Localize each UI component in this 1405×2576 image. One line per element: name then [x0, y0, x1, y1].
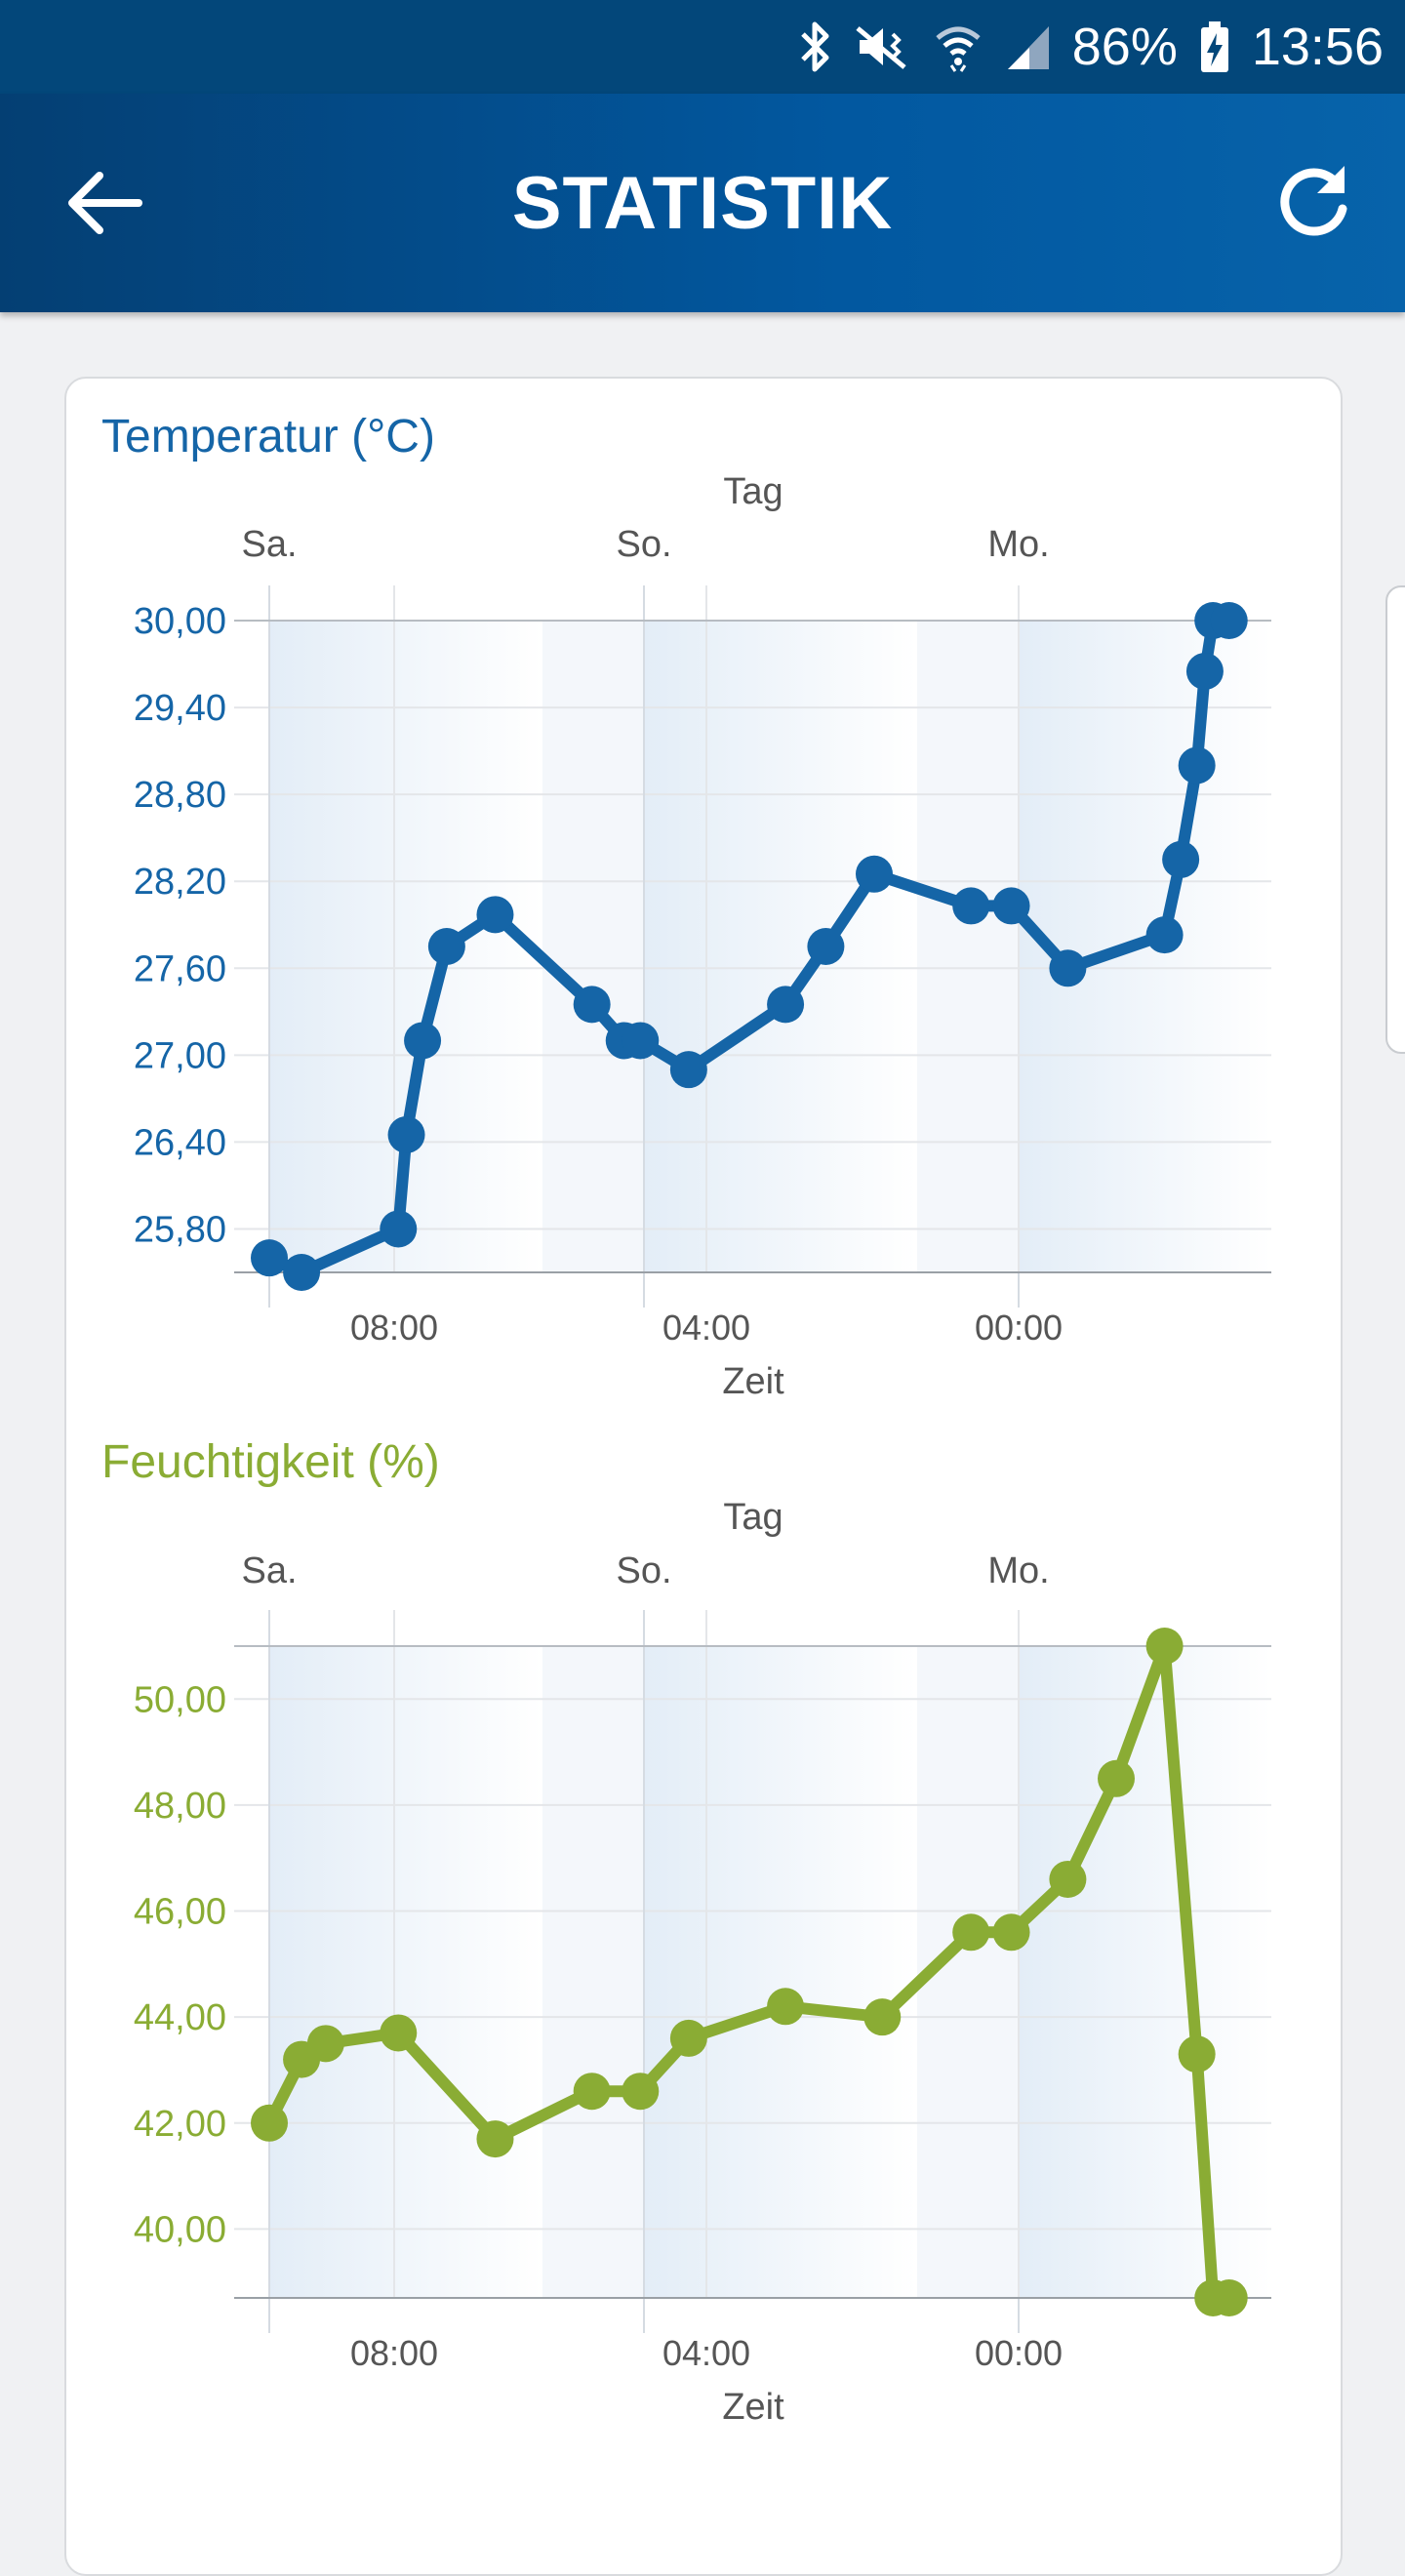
y-tick-label: 29,40 — [134, 688, 226, 729]
data-point — [1049, 949, 1087, 987]
day-label: Sa. — [241, 524, 297, 565]
x-tick-label: 00:00 — [975, 1308, 1063, 1348]
data-point — [767, 986, 805, 1024]
y-tick-label: 26,40 — [134, 1122, 226, 1163]
data-point — [669, 1051, 707, 1089]
temperature-chart-title: Temperatur (°C) — [101, 411, 435, 463]
data-point — [380, 1210, 418, 1248]
day-label: So. — [616, 524, 671, 565]
data-point — [476, 2120, 514, 2158]
data-point — [1185, 652, 1224, 690]
status-bar: 86% 13:56 — [0, 0, 1405, 94]
data-point — [1145, 1628, 1184, 1665]
x-tick-label: 04:00 — [662, 2333, 750, 2373]
day-label: Sa. — [241, 1550, 297, 1591]
bluetooth-icon — [800, 21, 829, 72]
data-point — [863, 1998, 902, 2036]
data-point — [283, 1254, 321, 1291]
y-tick-label: 50,00 — [134, 1679, 226, 1720]
day-band — [269, 1646, 542, 2298]
y-tick-label: 27,00 — [134, 1035, 226, 1076]
data-point — [573, 986, 611, 1024]
y-tick-label: 25,80 — [134, 1209, 226, 1250]
day-band — [644, 1646, 917, 2298]
data-point — [992, 887, 1030, 925]
x-tick-label: 00:00 — [975, 2333, 1063, 2373]
scroll-handle[interactable] — [1385, 585, 1405, 1054]
data-point — [992, 1913, 1030, 1952]
y-tick-label: 48,00 — [134, 1786, 226, 1827]
day-band — [644, 621, 917, 1272]
back-arrow-icon[interactable] — [60, 164, 158, 242]
page-title: STATISTIK — [511, 161, 894, 245]
day-label: Mo. — [987, 1550, 1049, 1591]
data-point — [404, 1022, 442, 1060]
data-point — [622, 1022, 660, 1060]
data-point — [380, 2014, 418, 2052]
data-point — [1210, 602, 1248, 639]
day-label: Mo. — [987, 524, 1049, 565]
battery-percent: 86% — [1071, 18, 1178, 76]
y-tick-label: 46,00 — [134, 1892, 226, 1933]
data-point — [1098, 1759, 1135, 1797]
temperature-chart: 25,80 26,40 27,00 27,60 28,20 28,80 29,40 30,00… — [134, 471, 1271, 1402]
mute-vibrate-icon — [856, 26, 906, 69]
data-point — [856, 855, 893, 893]
y-tick-label: 30,00 — [134, 601, 226, 642]
data-point — [669, 2019, 707, 2057]
y-tick-label: 27,60 — [134, 948, 226, 989]
data-point — [1049, 1860, 1087, 1898]
top-axis-label: Tag — [723, 1497, 783, 1538]
y-tick-label: 44,00 — [134, 1997, 226, 2038]
humidity-chart-title: Feuchtigkeit (%) — [101, 1436, 440, 1488]
data-point — [767, 1988, 805, 2026]
y-tick-label: 42,00 — [134, 2104, 226, 2145]
data-point — [952, 887, 990, 925]
data-point — [952, 1913, 990, 1952]
top-axis-label: Tag — [723, 471, 783, 512]
x-axis-label: Zeit — [722, 1361, 784, 1402]
data-point — [1145, 916, 1184, 954]
status-icons: 86% 13:56 — [800, 0, 1384, 94]
data-point — [573, 2073, 611, 2111]
day-label: So. — [616, 1550, 671, 1591]
data-point — [387, 1115, 425, 1153]
x-tick-label: 04:00 — [662, 1308, 750, 1348]
x-tick-label: 08:00 — [350, 2333, 438, 2373]
wifi-icon — [936, 26, 981, 72]
data-point — [622, 2073, 660, 2111]
refresh-icon[interactable] — [1268, 158, 1356, 246]
signal-icon — [1007, 26, 1049, 69]
data-point — [1210, 2279, 1248, 2316]
y-tick-label: 28,80 — [134, 775, 226, 816]
y-tick-label: 40,00 — [134, 2209, 226, 2250]
data-point — [251, 2104, 288, 2142]
data-point — [807, 928, 845, 965]
y-tick-label: 28,20 — [134, 862, 226, 903]
x-tick-label: 08:00 — [350, 1308, 438, 1348]
x-axis-label: Zeit — [722, 2387, 784, 2428]
data-point — [1178, 2035, 1216, 2073]
data-point — [251, 1239, 288, 1277]
day-band — [1019, 1646, 1271, 2298]
data-point — [1162, 840, 1200, 878]
clock: 13:56 — [1251, 18, 1384, 76]
humidity-chart: 40,00 42,00 44,00 46,00 48,00 50,00 Tag Sa. So. M… — [134, 1497, 1271, 2428]
data-point — [306, 2025, 344, 2063]
battery-charging-icon — [1200, 21, 1228, 72]
app-bar: STATISTIK — [0, 94, 1405, 312]
data-point — [476, 896, 514, 934]
data-point — [427, 928, 465, 965]
data-point — [1178, 746, 1216, 785]
